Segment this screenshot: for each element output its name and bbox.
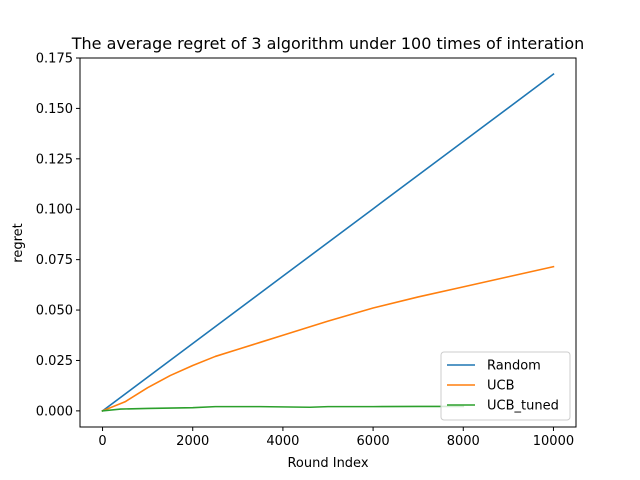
y-axis-ticks: 0.000 0.025 0.050 0.075 0.100 0.125 0.150 0.175 <box>36 52 80 419</box>
axes <box>79 57 577 428</box>
y-tick-label: 0.100 <box>36 203 73 218</box>
x-axis-label: Round Index <box>287 456 368 471</box>
y-tick-label: 0.175 <box>36 52 73 67</box>
y-tick-label: 0.050 <box>36 304 73 319</box>
legend-label-0: Random <box>487 359 541 374</box>
x-tick-label: 8000 <box>447 434 480 449</box>
series-line-2 <box>101 405 465 412</box>
x-axis-ticks: 0 2000 4000 6000 8000 10000 <box>98 427 574 449</box>
x-tick-label: 0 <box>98 434 106 449</box>
plot-lines <box>101 73 555 412</box>
legend-label-1: UCB <box>487 379 515 394</box>
legend: Random UCB UCB_tuned <box>440 351 571 421</box>
x-tick-label: 4000 <box>266 434 299 449</box>
y-tick-label: 0.125 <box>36 152 73 167</box>
y-tick-label: 0.000 <box>36 404 73 419</box>
series-line-0 <box>101 73 555 412</box>
series-line-1 <box>101 265 555 412</box>
legend-box <box>440 351 571 421</box>
x-tick-label: 2000 <box>176 434 209 449</box>
x-tick-label: 6000 <box>357 434 390 449</box>
y-tick-label: 0.025 <box>36 354 73 369</box>
y-axis-label: regret <box>11 223 26 262</box>
x-tick-label: 10000 <box>533 434 574 449</box>
y-tick-label: 0.075 <box>36 253 73 268</box>
chart-title: The average regret of 3 algorithm under … <box>71 34 585 53</box>
plot-frame <box>79 57 577 428</box>
legend-label-2: UCB_tuned <box>487 399 559 414</box>
y-tick-label: 0.150 <box>36 102 73 117</box>
